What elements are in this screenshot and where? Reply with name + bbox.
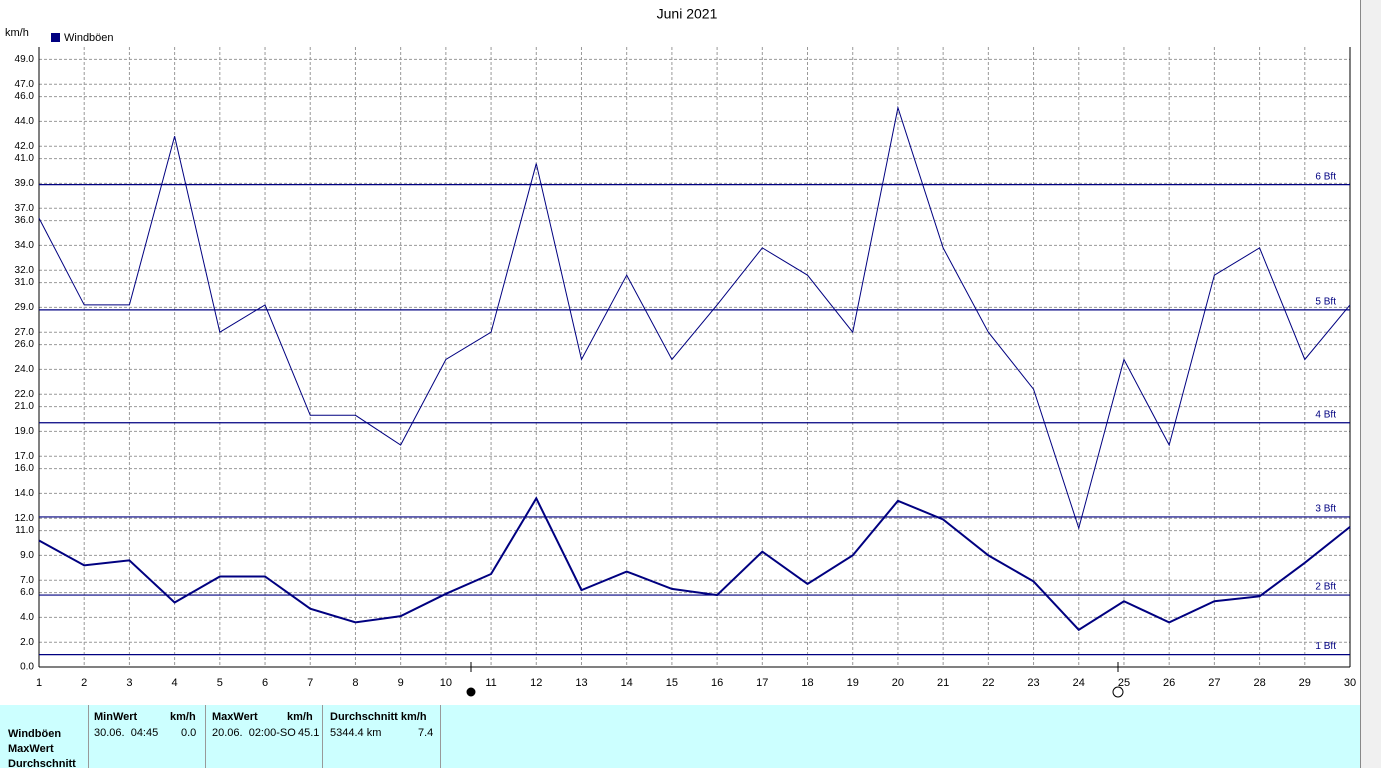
x-tick-label: 27 [1208, 677, 1220, 689]
x-tick-label: 29 [1299, 677, 1311, 689]
y-tick-label: 41.0 [15, 153, 35, 164]
y-tick-label: 2.0 [20, 637, 34, 648]
cell: 5344.4 km [330, 727, 382, 739]
header: km/h [287, 711, 313, 723]
x-tick-label: 25 [1118, 677, 1130, 689]
legend-label: Windböen [64, 32, 114, 44]
data-line [38, 105, 1351, 530]
y-tick-label: 21.0 [15, 401, 35, 412]
x-tick-label: 3 [126, 677, 132, 689]
reference-label: 3 Bft [1315, 504, 1336, 515]
row-label: MaxWert [8, 743, 54, 755]
y-tick-label: 12.0 [15, 513, 35, 524]
x-tick-label: 13 [575, 677, 587, 689]
x-tick-label: 16 [711, 677, 723, 689]
reference-label: 6 Bft [1315, 171, 1336, 182]
x-tick-label: 4 [172, 677, 178, 689]
y-tick-label: 14.0 [15, 488, 35, 499]
x-tick-label: 26 [1163, 677, 1175, 689]
y-tick-label: 36.0 [15, 215, 35, 226]
y-unit: km/h [5, 27, 29, 39]
y-tick-label: 11.0 [15, 525, 34, 536]
reference-label: 1 Bft [1315, 641, 1336, 652]
data-line [38, 496, 1351, 632]
x-tick-label: 1 [36, 677, 42, 689]
y-tick-label: 44.0 [15, 116, 35, 127]
y-tick-label: 24.0 [15, 364, 35, 375]
y-tick-label: 42.0 [15, 141, 35, 152]
full-moon [466, 687, 476, 697]
header: km/h [170, 711, 196, 723]
cell: 45.1 [298, 727, 320, 739]
stats-table: Windböen MaxWert Durchschnitt MinWert km… [0, 705, 1360, 770]
reference-label: 4 Bft [1315, 409, 1336, 420]
y-tick-label: 0.0 [20, 662, 34, 673]
y-tick-label: 29.0 [15, 302, 35, 313]
x-tick-label: 14 [621, 677, 633, 689]
legend-swatch [51, 33, 60, 42]
chart-title: Juni 2021 [657, 6, 718, 22]
reference-label: 5 Bft [1315, 297, 1336, 308]
x-tick-label: 11 [485, 677, 496, 689]
x-tick-label: 17 [756, 677, 768, 689]
x-tick-label: 22 [982, 677, 994, 689]
y-tick-label: 22.0 [15, 389, 35, 400]
x-tick-label: 5 [217, 677, 223, 689]
y-tick-label: 32.0 [15, 265, 35, 276]
x-tick-label: 12 [530, 677, 542, 689]
y-tick-label: 17.0 [15, 451, 35, 462]
row-label: Windböen [8, 728, 62, 740]
x-tick-label: 30 [1344, 677, 1356, 689]
x-tick-label: 9 [398, 677, 404, 689]
cell: 30.06. 04:45 [94, 727, 159, 739]
x-tick-label: 19 [847, 677, 859, 689]
y-tick-label: 46.0 [15, 91, 35, 102]
y-tick-label: 37.0 [15, 203, 35, 214]
x-tick-label: 2 [81, 677, 87, 689]
x-tick-label: 28 [1253, 677, 1265, 689]
x-tick-label: 10 [440, 677, 452, 689]
reference-label: 2 Bft [1315, 582, 1336, 593]
scrollbar[interactable] [1360, 0, 1381, 768]
x-tick-label: 20 [892, 677, 904, 689]
y-tick-label: 6.0 [20, 587, 34, 598]
cell: 7.4 [418, 727, 434, 739]
y-tick-label: 19.0 [15, 426, 35, 437]
y-tick-label: 4.0 [20, 612, 34, 623]
x-tick-label: 8 [352, 677, 358, 689]
y-tick-label: 7.0 [20, 575, 34, 586]
y-tick-label: 26.0 [15, 339, 35, 350]
x-tick-label: 15 [666, 677, 678, 689]
y-tick-label: 16.0 [15, 463, 35, 474]
cell: 0.0 [181, 727, 197, 739]
header: MinWert [94, 711, 138, 723]
x-tick-label: 21 [937, 677, 949, 689]
y-tick-label: 39.0 [15, 178, 35, 189]
y-tick-label: 27.0 [15, 327, 35, 338]
x-tick-label: 23 [1027, 677, 1039, 689]
x-tick-label: 6 [262, 677, 268, 689]
x-tick-label: 24 [1073, 677, 1085, 689]
header: MaxWert [212, 711, 258, 723]
chart: Juni 2021 km/h Windböen 0.0 2.0 4.0 6.07.0 9… [5, 6, 1356, 698]
row-label: Durchschnitt [8, 758, 76, 770]
y-tick-label: 49.0 [15, 54, 35, 65]
x-tick-label: 18 [801, 677, 813, 689]
y-tick-label: 34.0 [15, 240, 35, 251]
cell: 20.06. 02:00-SO [212, 727, 296, 739]
y-tick-label: 31.0 [15, 277, 35, 288]
header: Durchschnitt km/h [330, 711, 427, 723]
y-tick-label: 9.0 [20, 550, 34, 561]
new-moon [1112, 686, 1124, 698]
x-tick-label: 7 [307, 677, 313, 689]
y-tick-label: 47.0 [15, 79, 35, 90]
